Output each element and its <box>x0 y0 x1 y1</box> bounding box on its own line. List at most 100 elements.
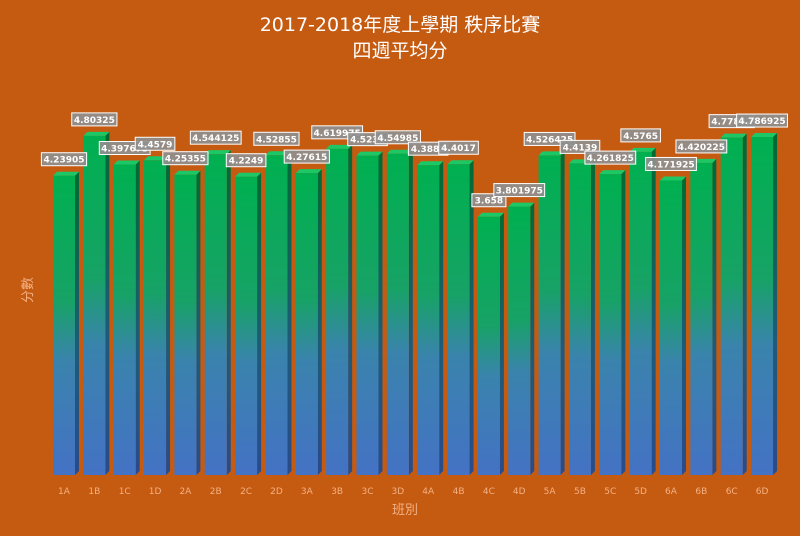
bar-6A <box>660 180 682 475</box>
data-label-text: 3.801975 <box>496 187 543 197</box>
bar-3A <box>295 173 318 475</box>
data-label-text: 4.23905 <box>44 156 85 166</box>
x-tick-label: 3C <box>361 487 373 497</box>
bar-side-2D <box>287 151 292 475</box>
data-label: 4.4017 <box>438 140 479 155</box>
data-label-text: 4.80325 <box>74 116 115 126</box>
bar-5A <box>538 155 561 476</box>
data-label-text: 4.54985 <box>377 134 418 144</box>
data-label-text: 4.397675 <box>101 145 148 155</box>
data-label-box <box>584 150 637 165</box>
bar-top-2C <box>235 172 262 177</box>
x-tick-label: 3D <box>392 487 405 497</box>
data-label: 4.786925 <box>736 113 788 128</box>
bar-top-4B <box>447 160 474 165</box>
x-tick-label: 1B <box>88 487 100 497</box>
bar-6C <box>720 137 743 475</box>
bar-top-6C <box>720 133 747 138</box>
data-label-box <box>162 151 209 166</box>
bar-side-5B <box>590 159 595 475</box>
data-label-box <box>493 183 546 198</box>
bar-2B <box>204 154 227 476</box>
bar-top-1B <box>83 131 110 136</box>
bar-top-6A <box>660 176 686 181</box>
data-label-box <box>189 130 242 145</box>
data-label-text: 4.2249 <box>229 157 264 167</box>
bar-6D <box>751 137 774 475</box>
x-tick-label: 5B <box>574 487 586 497</box>
bar-2C <box>235 176 258 476</box>
bars-group <box>53 131 778 476</box>
data-label: 4.5765 <box>620 128 661 143</box>
bar-top-1A <box>53 171 79 176</box>
bar-1C <box>113 164 136 475</box>
bar-side-6C <box>742 133 747 475</box>
data-label-box <box>283 149 330 164</box>
bar-3D <box>386 153 409 476</box>
bar-top-5C <box>599 170 626 175</box>
bar-top-1C <box>113 160 140 165</box>
bar-top-3A <box>295 169 322 174</box>
x-tick-label: 2B <box>210 487 222 497</box>
y-axis-label: 分數 <box>21 277 36 303</box>
data-label: 4.25355 <box>162 151 209 166</box>
bar-top-4C <box>477 212 504 217</box>
x-tick-label: 5C <box>604 487 616 497</box>
bar-3C <box>356 155 379 475</box>
bar-2A <box>174 174 197 475</box>
data-label: 4.4579 <box>134 136 176 151</box>
data-label-box <box>71 112 118 127</box>
bar-side-6D <box>773 133 778 475</box>
data-label: 4.420225 <box>675 139 728 154</box>
bar-side-6A <box>682 176 686 475</box>
bar-side-1C <box>135 160 140 475</box>
x-tick-label: 5A <box>544 487 557 497</box>
data-label-text: 4.619975 <box>314 129 361 139</box>
data-label-box <box>374 130 421 145</box>
data-label: 4.261825 <box>584 150 637 165</box>
bar-side-4D <box>530 202 535 475</box>
x-tick-label: 6A <box>665 487 678 497</box>
data-label-box <box>620 128 661 143</box>
data-label: 3.801975 <box>493 183 546 198</box>
bar-top-3C <box>356 151 383 156</box>
bar-4C <box>477 216 500 476</box>
data-label: 4.27615 <box>283 149 330 164</box>
bar-4A <box>417 165 440 475</box>
bar-4B <box>447 164 470 475</box>
bar-side-1A <box>75 171 79 475</box>
bar-side-5A <box>560 151 565 476</box>
bar-top-3D <box>386 149 413 154</box>
bar-side-5D <box>651 147 656 475</box>
data-label-box <box>675 139 728 154</box>
bar-side-2C <box>257 172 262 476</box>
bar-side-4B <box>469 160 474 475</box>
bar-5B <box>568 163 591 475</box>
bar-top-4D <box>508 202 535 207</box>
bar-side-1B <box>105 131 110 475</box>
x-tick-label: 2D <box>270 487 283 497</box>
x-tick-label: 4B <box>453 487 465 497</box>
data-label: 4.80325 <box>71 112 118 127</box>
data-label-text: 4.786925 <box>738 117 785 127</box>
bar-4D <box>508 206 531 475</box>
data-label-text: 4.420225 <box>678 143 725 153</box>
data-label-text: 4.171925 <box>647 160 694 170</box>
x-tick-label: 5D <box>634 487 647 497</box>
data-label: 4.544125 <box>189 130 242 145</box>
x-tick-label: 2A <box>179 487 192 497</box>
bar-side-3A <box>317 169 322 475</box>
bar-2D <box>265 155 288 475</box>
bar-top-5A <box>538 151 565 156</box>
x-tick-label: 6C <box>726 487 738 497</box>
x-tick-label: 6B <box>695 487 707 497</box>
bar-top-6D <box>751 133 778 138</box>
data-label-box <box>134 136 176 151</box>
data-label-text: 4.4017 <box>441 144 476 154</box>
bar-side-6B <box>712 158 717 475</box>
data-label-box <box>438 140 479 155</box>
data-label-box <box>559 139 601 154</box>
bar-side-5C <box>621 170 626 475</box>
data-label-text: 4.544125 <box>192 134 239 144</box>
x-tick-label: 4D <box>513 487 526 497</box>
